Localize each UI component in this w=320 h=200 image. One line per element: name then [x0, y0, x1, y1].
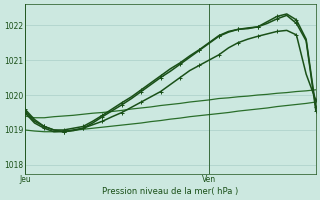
X-axis label: Pression niveau de la mer( hPa ): Pression niveau de la mer( hPa ) — [102, 187, 238, 196]
